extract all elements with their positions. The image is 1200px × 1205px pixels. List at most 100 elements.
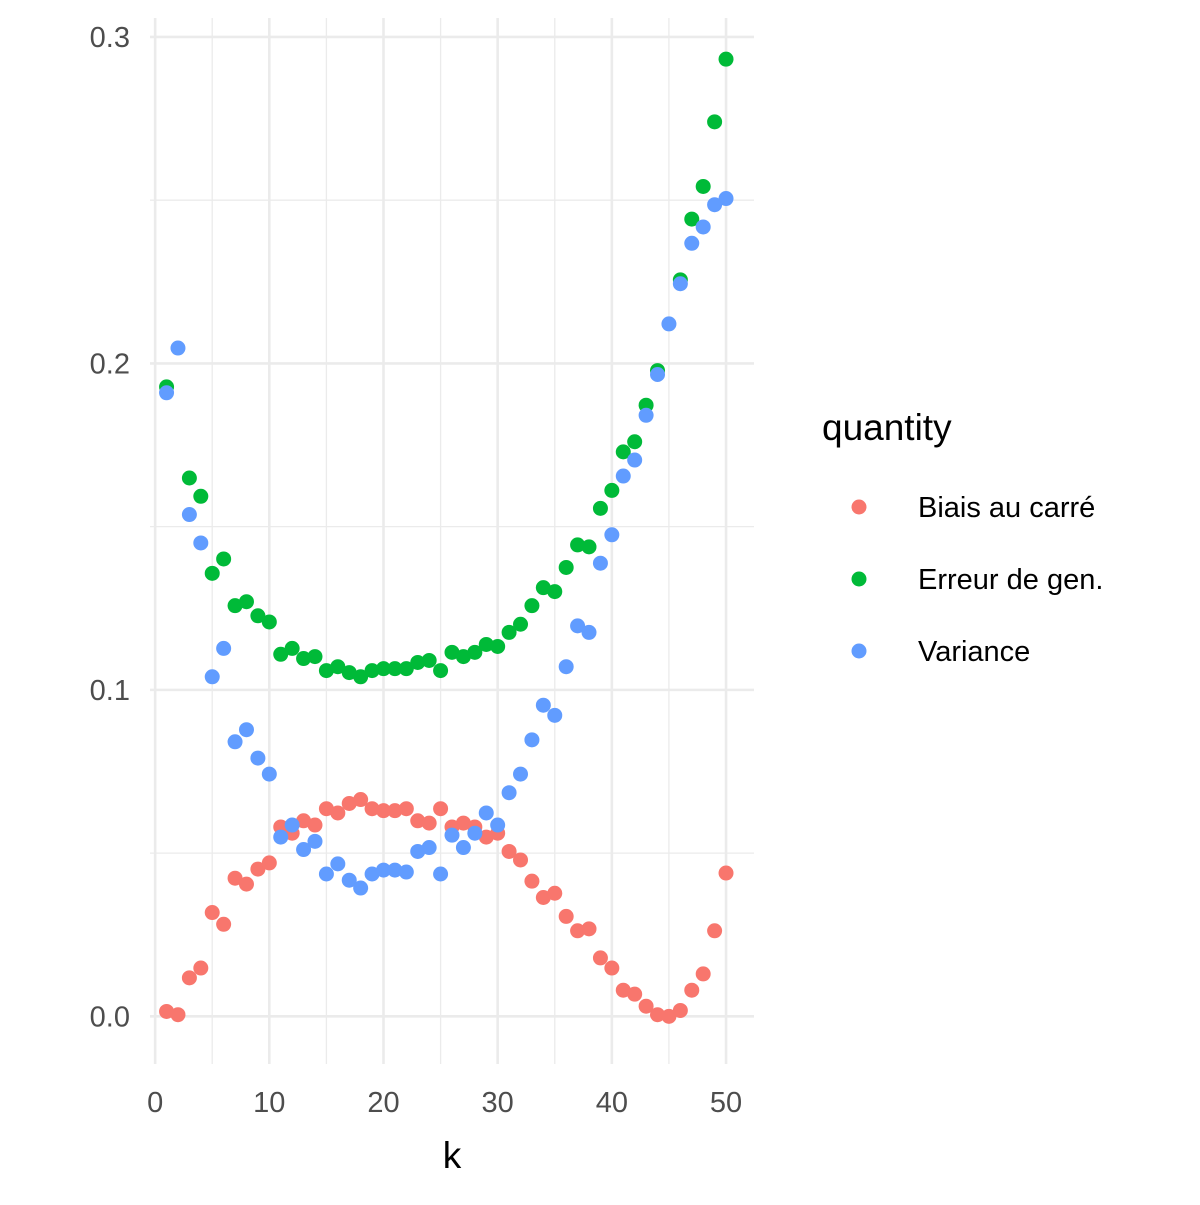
data-point [718, 865, 734, 881]
data-point [672, 1002, 688, 1018]
data-point [193, 488, 209, 504]
data-point [547, 885, 563, 901]
data-point [318, 663, 334, 679]
data-point [353, 880, 369, 896]
data-point [204, 905, 220, 921]
data-point [467, 644, 483, 660]
y-tick-label: 0.3 [90, 22, 130, 54]
data-point [375, 803, 391, 819]
data-point [490, 817, 506, 833]
data-point [558, 908, 574, 924]
data-point [524, 873, 540, 889]
data-point [398, 801, 414, 817]
data-point [547, 707, 563, 723]
data-point [592, 950, 608, 966]
data-point [513, 766, 529, 782]
data-point [204, 669, 220, 685]
data-point [421, 652, 437, 668]
data-point [627, 452, 643, 468]
legend-label: Biais au carré [918, 492, 1095, 524]
data-point [284, 817, 300, 833]
data-point [421, 815, 437, 831]
data-point [558, 659, 574, 675]
data-point [684, 211, 700, 227]
data-point [375, 862, 391, 878]
data-point [501, 785, 517, 801]
data-point [581, 539, 597, 555]
data-point [307, 833, 323, 849]
data-point [159, 385, 175, 401]
data-point [273, 646, 289, 662]
data-point [296, 842, 312, 858]
data-point [307, 817, 323, 833]
data-point [478, 829, 494, 845]
data-point [170, 1007, 186, 1023]
y-tick-label: 0.1 [90, 675, 130, 707]
x-tick-label: 40 [596, 1087, 628, 1119]
data-points [159, 51, 734, 1024]
data-point [604, 960, 620, 976]
data-point [227, 598, 243, 614]
data-point [410, 843, 426, 859]
data-point [181, 507, 197, 523]
data-point [193, 535, 209, 551]
grid [150, 18, 754, 1064]
data-point [387, 862, 403, 878]
series-biais-au-carr- [159, 792, 734, 1024]
data-point [398, 864, 414, 880]
data-point [615, 468, 631, 484]
data-point [695, 219, 711, 235]
x-tick-label: 50 [710, 1087, 742, 1119]
data-point [455, 815, 471, 831]
data-point [684, 235, 700, 251]
data-point [524, 598, 540, 614]
legend: quantity Biais au carré Erreur de gen. Var… [822, 407, 1103, 668]
data-point [181, 470, 197, 486]
y-tick-label: 0.0 [90, 1001, 130, 1033]
data-point [330, 659, 346, 675]
data-point [570, 923, 586, 939]
data-point [238, 594, 254, 610]
data-point [695, 966, 711, 982]
x-tick-label: 30 [482, 1087, 514, 1119]
data-point [296, 651, 312, 667]
data-point [672, 276, 688, 292]
data-point [307, 649, 323, 665]
data-point [467, 825, 483, 841]
data-point [478, 805, 494, 821]
data-point [524, 732, 540, 748]
data-point [513, 616, 529, 632]
data-point [581, 921, 597, 937]
data-point [238, 722, 254, 738]
x-tick-label: 10 [253, 1087, 285, 1119]
data-point [718, 191, 734, 207]
data-point [341, 872, 357, 888]
data-point [250, 750, 266, 766]
data-point [455, 840, 471, 856]
data-point [684, 982, 700, 998]
legend-key [851, 571, 867, 587]
data-point [216, 551, 232, 567]
data-point [193, 960, 209, 976]
data-point [650, 367, 666, 383]
x-axis-title: k [443, 1135, 462, 1176]
data-point [273, 829, 289, 845]
legend-label: Erreur de gen. [918, 564, 1103, 596]
series-variance [159, 191, 734, 896]
data-point [250, 608, 266, 624]
x-tick-label: 20 [367, 1087, 399, 1119]
data-point [387, 661, 403, 677]
data-point [592, 500, 608, 516]
data-point [433, 866, 449, 882]
data-point [501, 843, 517, 859]
data-point [535, 580, 551, 596]
data-point [513, 852, 529, 868]
data-point [638, 998, 654, 1014]
data-point [227, 734, 243, 750]
data-point [204, 565, 220, 581]
data-point [501, 624, 517, 640]
data-point [353, 792, 369, 808]
tick-labels: 0 10 20 30 40 50 0.0 0.1 0.2 0.3 [90, 22, 742, 1119]
